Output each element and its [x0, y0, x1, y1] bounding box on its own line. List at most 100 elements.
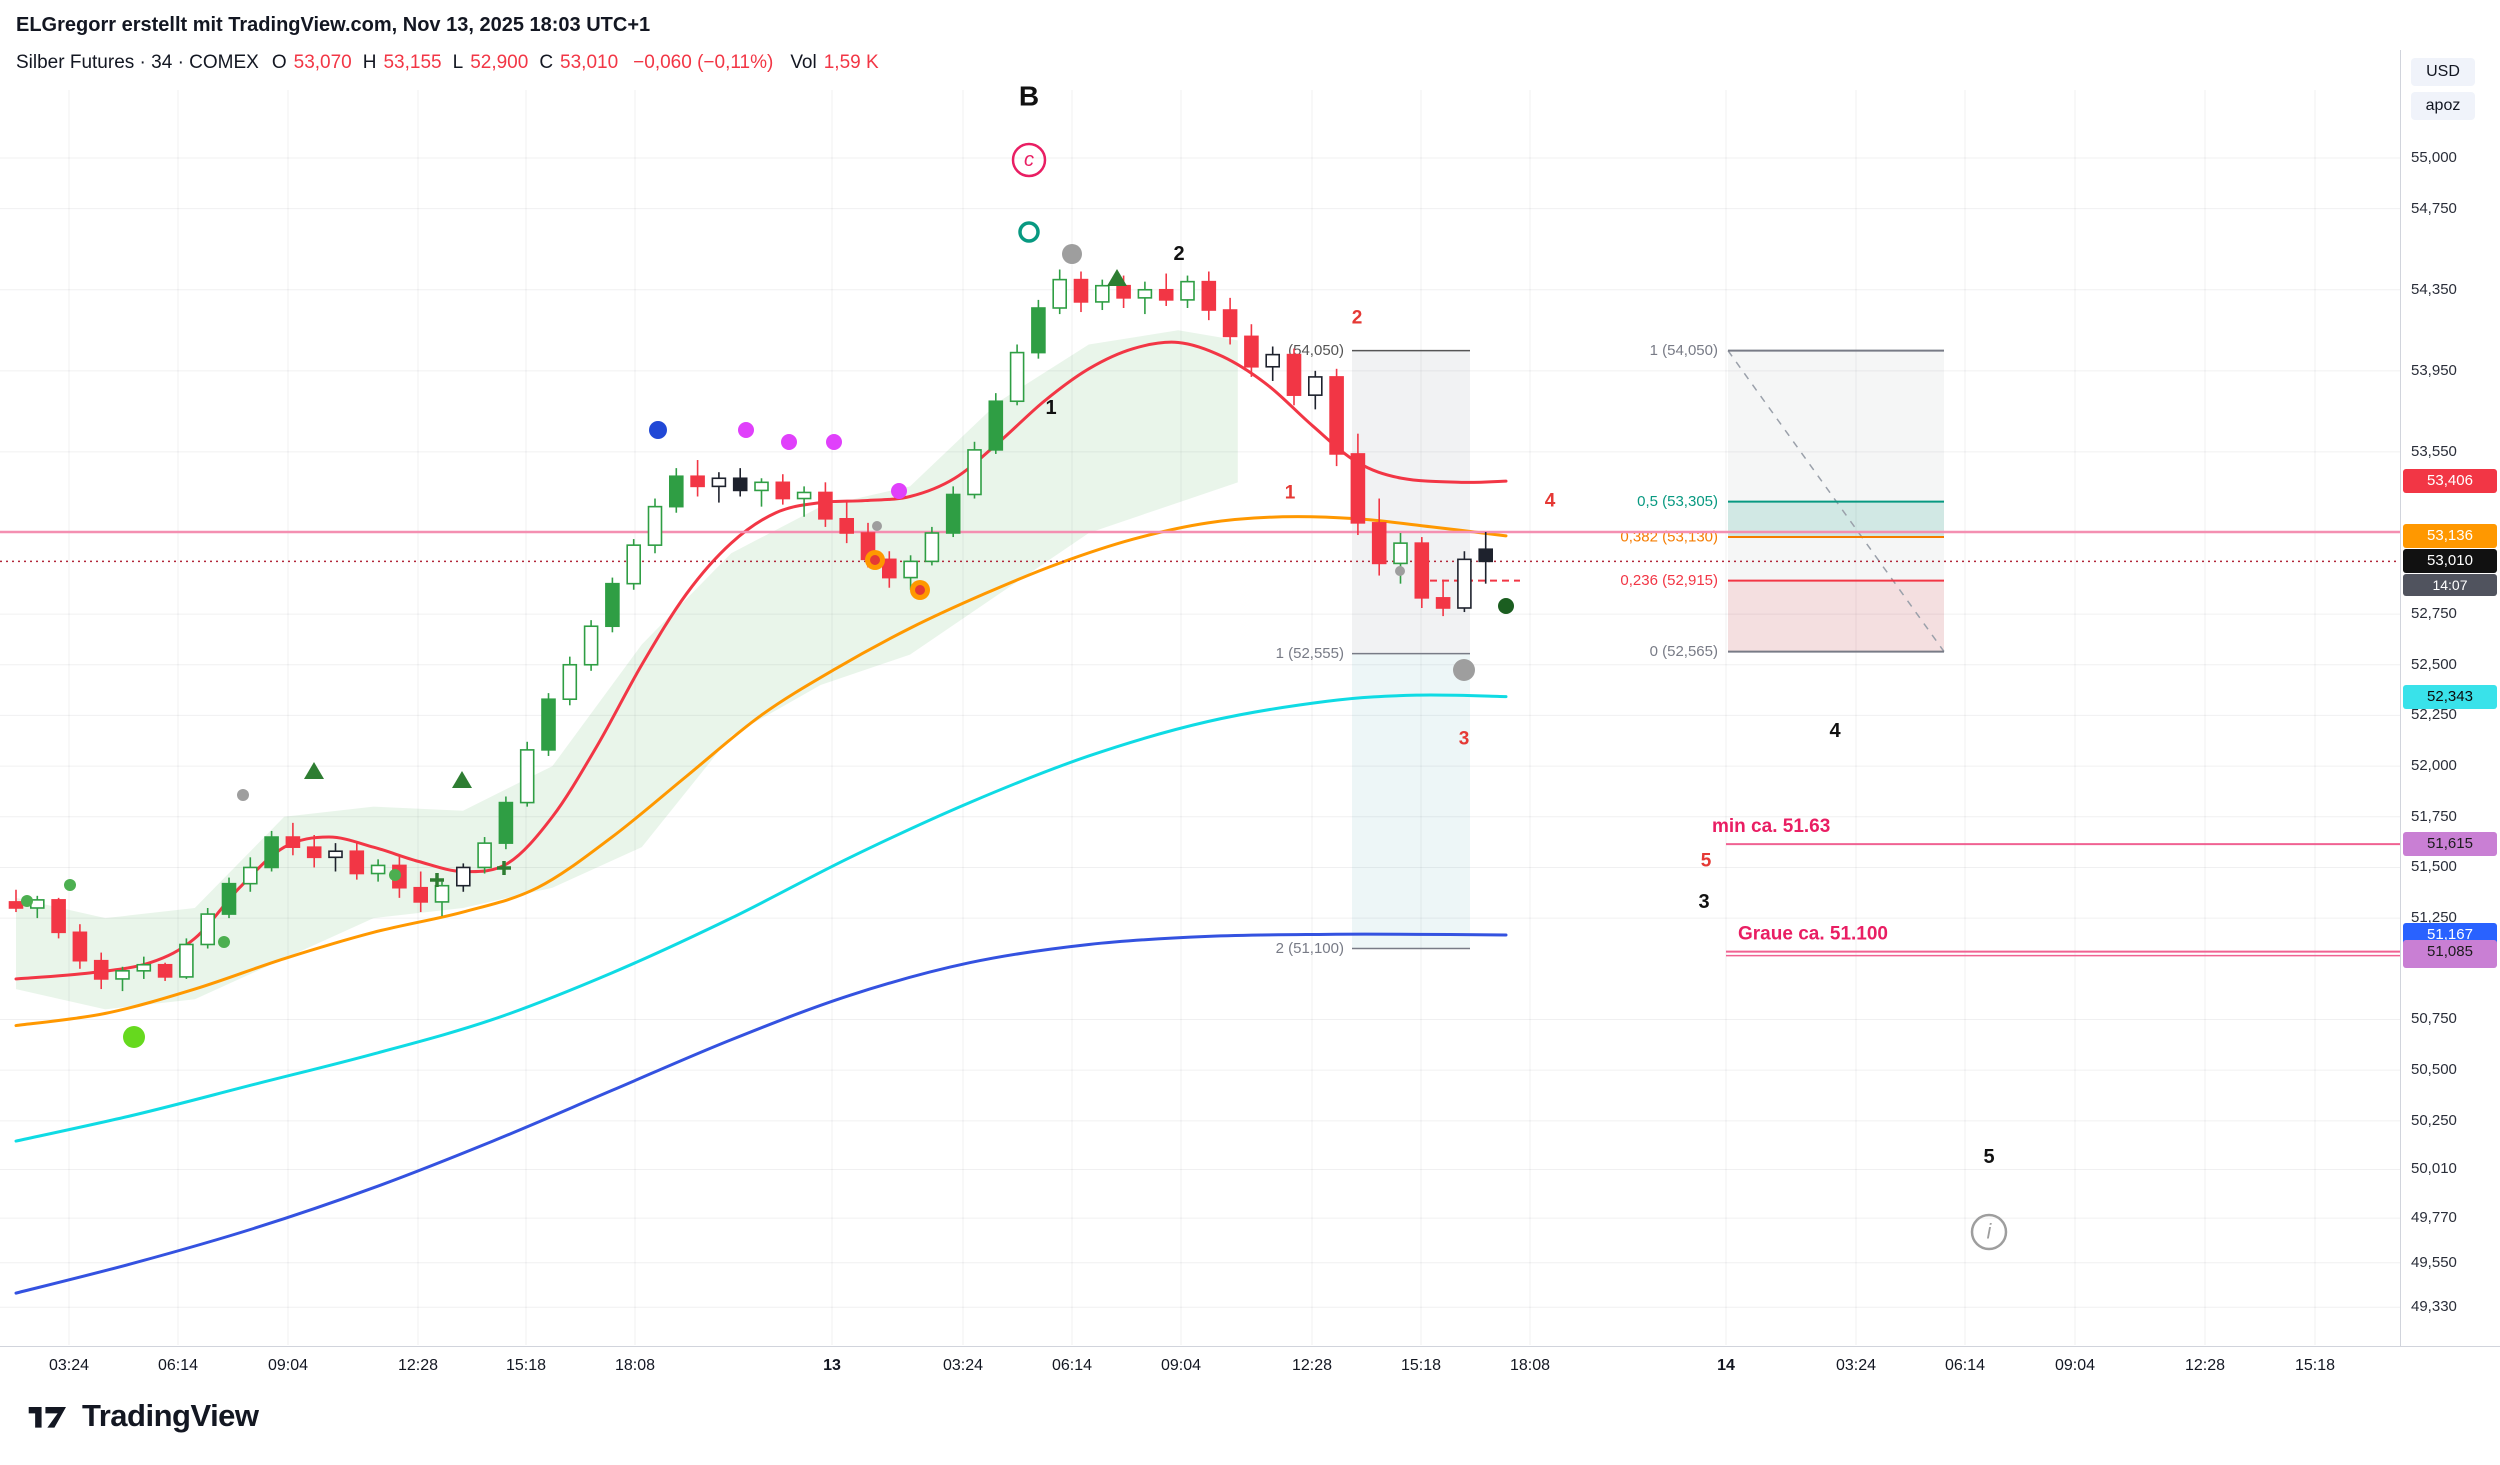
candle [179, 938, 194, 979]
signal-dot [649, 421, 667, 439]
symbol-info-bar[interactable]: Silber Futures · 34 · COMEX O 53,070 H 53,… [16, 52, 1616, 74]
candle [1073, 271, 1089, 313]
candle [881, 551, 897, 588]
signal-dot [1498, 598, 1514, 614]
ma-mid-orange [14, 515, 1508, 1028]
triangle-up-marker [304, 762, 324, 779]
tradingview-wordmark[interactable]: TradingView [82, 1398, 259, 1433]
candle [1265, 346, 1280, 381]
time-label: 03:24 [48, 1357, 90, 1374]
candle [945, 486, 961, 538]
fib-extension-band [1352, 350, 1470, 654]
price-tick-label: 50,010 [2411, 1160, 2457, 1178]
annotation-text: 1 [1045, 397, 1056, 419]
price-tick-label: 53,550 [2411, 442, 2457, 460]
price-tick-label: 51,500 [2411, 858, 2457, 876]
ma-slow-cyan [14, 693, 1508, 1143]
time-label: 12:28 [397, 1357, 439, 1374]
candle [1308, 370, 1323, 410]
signal-dot [738, 422, 754, 438]
candle [1052, 269, 1067, 315]
fib-extension-label: 2 (51,100) [1276, 940, 1344, 957]
candle [477, 837, 492, 874]
graue-line-label: Graue ca. 51.100 [1738, 924, 1888, 945]
annotation-text: 4 [1545, 491, 1556, 512]
signal-dot [218, 936, 230, 948]
hollow-dot [1018, 221, 1040, 243]
candle [583, 620, 599, 671]
candle [818, 482, 833, 527]
fib-projection-band [1728, 580, 1944, 652]
fib-projection-label: 0 (52,565) [1650, 643, 1718, 660]
candle [1137, 281, 1153, 315]
signal-dot [826, 434, 842, 450]
candle [115, 966, 130, 992]
signal-dot [872, 521, 882, 531]
tradingview-logo-icon[interactable] [26, 1398, 70, 1434]
candle [1158, 273, 1174, 306]
price-tick-label: 52,250 [2411, 706, 2457, 724]
plus-marker [430, 873, 444, 887]
price-tick-label: 50,250 [2411, 1111, 2457, 1129]
svg-text:c: c [1024, 149, 1034, 171]
candle [285, 822, 301, 856]
price-tick-label: 54,350 [2411, 280, 2457, 298]
signal-dot [123, 1026, 145, 1048]
price-tick-label: 55,000 [2411, 149, 2457, 166]
candle [967, 441, 982, 499]
price-badge: 53,406 [2403, 469, 2497, 494]
candle [605, 577, 620, 633]
time-axis[interactable]: 03:24 06:14 09:04 12:28 15:18 18:08 13 03:24 06:… [0, 1346, 2500, 1393]
candle [626, 539, 642, 590]
candle [1222, 297, 1238, 345]
plus-marker [497, 861, 511, 875]
low-label: L [452, 52, 464, 73]
price-badge: 51,615 [2403, 832, 2497, 857]
annotation-text: B [1019, 81, 1039, 112]
time-label: 06:14 [1051, 1357, 1093, 1374]
candle [732, 468, 748, 497]
time-label: 13 [823, 1357, 841, 1374]
annotation-text: 3 [1459, 729, 1470, 750]
symbol-title[interactable]: Silber Futures · 34 · COMEX [16, 52, 259, 73]
svg-text:i: i [1987, 1221, 1993, 1244]
min-line-label: min ca. 51.63 [1712, 816, 1830, 837]
candle [264, 830, 279, 872]
time-label: 14 [1717, 1357, 1735, 1374]
candle [434, 881, 450, 917]
ma-cloud [16, 330, 1238, 1010]
signal-dot [1062, 244, 1082, 264]
candle [1095, 279, 1110, 311]
candle [136, 956, 152, 979]
candle [498, 796, 514, 850]
volume-value: 1,59 K [823, 52, 879, 73]
circled-letter-c: c [1011, 142, 1047, 178]
low-value: 52,900 [470, 52, 529, 73]
candle [1329, 368, 1344, 467]
high-value: 53,155 [383, 52, 442, 73]
price-axis[interactable]: USD apoz 55,000 54,750 54,350 53,950 53,550 5… [2400, 50, 2500, 1346]
price-tick-label: 51,250 [2411, 909, 2457, 927]
unit-chip[interactable]: apoz [2411, 92, 2475, 120]
currency-chip[interactable]: USD [2411, 58, 2475, 86]
candle [1371, 498, 1387, 576]
candle [647, 498, 663, 554]
open-label: O [271, 52, 287, 73]
candle [839, 500, 855, 544]
time-label: 15:18 [2294, 1357, 2336, 1374]
target-dot [910, 580, 930, 600]
signal-dot [891, 483, 907, 499]
time-label: 09:04 [1160, 1357, 1202, 1374]
candle [903, 555, 918, 590]
candle [370, 859, 386, 882]
fib-extension-label: 1 (52,555) [1276, 645, 1344, 662]
price-badge: 53,010 [2403, 549, 2497, 574]
signal-dot [64, 879, 76, 891]
close-label: C [539, 52, 554, 73]
candle [711, 472, 727, 503]
footer-brand: TradingView [26, 1398, 259, 1434]
time-label: 18:08 [1509, 1357, 1551, 1374]
price-tick-label: 50,750 [2411, 1010, 2457, 1028]
time-label: 03:24 [942, 1357, 984, 1374]
